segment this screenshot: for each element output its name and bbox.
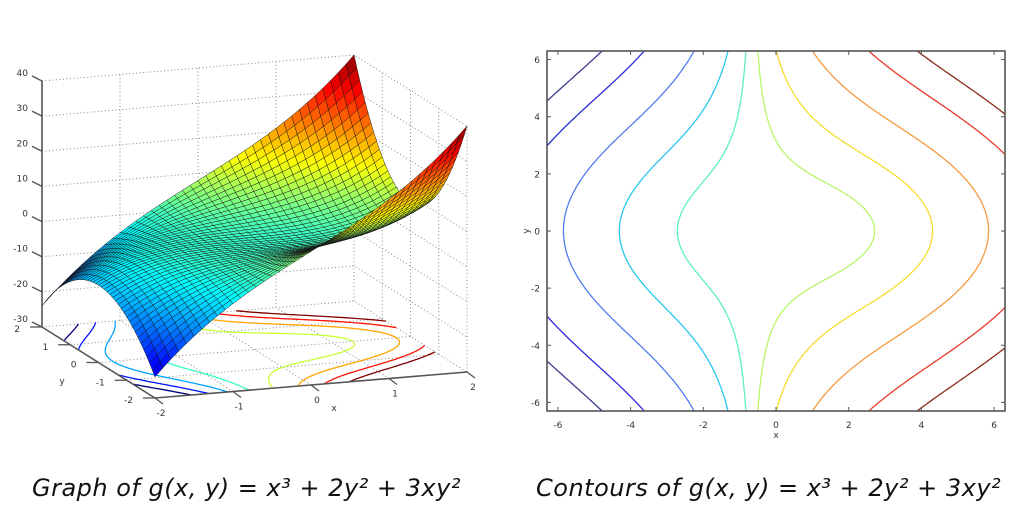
contour-axes: -6 -4 -2 0 2 4 6 -6 -4 -2 0 2 4 6 x y xyxy=(522,50,1006,441)
contour-caption: Contours of g(x, y) = x³ + 2y² + 3xy² xyxy=(536,474,1002,502)
contour-x-tick-label: 4 xyxy=(919,421,925,431)
y-tick-label: 1 xyxy=(43,343,49,353)
z-tick-label: -30 xyxy=(13,315,28,325)
x-tick-label: -1 xyxy=(235,403,244,413)
z-tick-label: -10 xyxy=(13,245,28,255)
contour-plot: -6 -4 -2 0 2 4 6 -6 -4 -2 0 2 4 6 x y xyxy=(522,50,1006,441)
y-tick-label: 0 xyxy=(71,361,77,371)
contour-y-axis-label: y xyxy=(522,228,532,234)
contour-y-tick-label: -6 xyxy=(531,399,540,409)
z-tick-label: -20 xyxy=(13,280,28,290)
x-axis-label: x xyxy=(331,404,337,414)
contour-x-tick-label: -2 xyxy=(699,421,708,431)
contour-plot-panel: -6 -4 -2 0 2 4 6 -6 -4 -2 0 2 4 6 x y xyxy=(512,0,1024,460)
y-tick-label: -1 xyxy=(96,378,105,388)
floor-contours xyxy=(63,310,436,396)
contour-y-tick-label: -4 xyxy=(531,342,540,352)
x-tick-label: 1 xyxy=(392,390,398,400)
contour-y-tick-label: 0 xyxy=(534,228,540,238)
z-tick-label: 10 xyxy=(17,174,29,184)
y-tick-label: -2 xyxy=(124,396,133,406)
x-tick-label: -2 xyxy=(157,409,166,419)
y-tick-label: 2 xyxy=(14,325,20,335)
x-tick-label: 0 xyxy=(314,396,320,406)
contour-x-tick-label: 6 xyxy=(991,421,997,431)
contour-frame xyxy=(546,50,1006,412)
contour-x-tick-label: 0 xyxy=(773,421,779,431)
z-tick-label: 20 xyxy=(17,139,29,149)
surface-plot-panel: -30 -20 -10 0 10 20 30 40 -2 -1 0 1 2 -2 -1 0 1 2 x y xyxy=(0,0,512,460)
y-axis-label: y xyxy=(59,377,65,387)
z-tick-label: 30 xyxy=(17,104,29,114)
contour-x-axis-label: x xyxy=(773,431,779,441)
contour-y-tick-label: -2 xyxy=(531,285,540,295)
contour-x-tick-label: -4 xyxy=(626,421,635,431)
contour-x-tick-label: 2 xyxy=(846,421,852,431)
contour-y-tick-label: 4 xyxy=(534,113,540,123)
surface-caption: Graph of g(x, y) = x³ + 2y² + 3xy² xyxy=(32,474,461,502)
surface-mesh xyxy=(41,54,468,378)
z-tick-label: 40 xyxy=(17,69,29,79)
contour-y-tick-label: 6 xyxy=(534,56,540,66)
x-tick-label: 2 xyxy=(470,383,476,393)
contour-x-tick-label: -6 xyxy=(553,421,562,431)
contour-lines xyxy=(547,51,1005,411)
z-tick-label: 0 xyxy=(22,210,28,220)
contour-y-tick-label: 2 xyxy=(534,170,540,180)
